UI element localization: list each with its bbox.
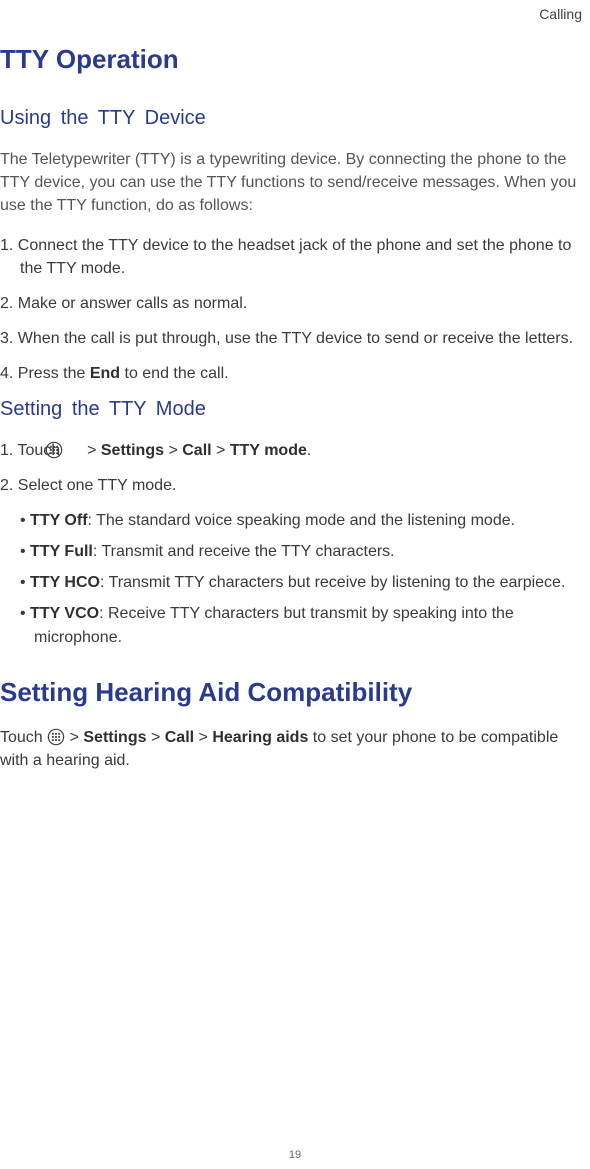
step-text-post: to end the call. (120, 365, 229, 382)
path-settings: Settings (101, 442, 164, 459)
heading-tty-operation: TTY Operation (0, 44, 586, 75)
intro-paragraph: The Teletypewriter (TTY) is a typewritin… (0, 148, 586, 218)
hearing-aid-paragraph: Touch > Settings > Call > Hearing aids t… (0, 726, 586, 772)
step-text: Select one TTY mode. (18, 477, 177, 494)
bullet-text: : Receive TTY characters but transmit by… (34, 605, 514, 645)
step-1-connect: 1. Connect the TTY device to the headset… (0, 234, 586, 280)
step-number: 1. (0, 442, 18, 459)
sep: > (194, 729, 212, 746)
step-number: 2. (0, 295, 18, 312)
bullet-label: TTY HCO (30, 574, 100, 591)
step-number: 4. (0, 365, 18, 382)
bullet-label: TTY Off (30, 512, 87, 529)
step-number: 3. (0, 330, 18, 347)
step-number: 2. (0, 477, 18, 494)
heading-setting-tty-mode: Setting the TTY Mode (0, 398, 586, 421)
bullet-text: : The standard voice speaking mode and t… (88, 512, 516, 529)
step-text: Connect the TTY device to the headset ja… (18, 237, 572, 277)
bullet-text: : Transmit TTY characters but receive by… (100, 574, 565, 591)
apps-icon (65, 441, 83, 459)
page-number: 19 (0, 1149, 590, 1161)
bullet-tty-off: TTY Off: The standard voice speaking mod… (0, 509, 586, 532)
step-text-pre: Press the (18, 365, 90, 382)
bullet-tty-hco: TTY HCO: Transmit TTY characters but rec… (0, 571, 586, 594)
step-2-select-mode: 2. Select one TTY mode. (0, 474, 586, 497)
bullet-tty-vco: TTY VCO: Receive TTY characters but tran… (0, 602, 586, 648)
path-hearing-aids: Hearing aids (212, 729, 308, 746)
path-settings: Settings (83, 729, 146, 746)
sep: > (164, 442, 182, 459)
step-4-end-call: 4. Press the End to end the call. (0, 362, 586, 385)
header-section-label: Calling (0, 0, 586, 22)
path-tty-mode: TTY mode (230, 442, 307, 459)
bullet-label: TTY VCO (30, 605, 99, 622)
heading-hearing-aid: Setting Hearing Aid Compatibility (0, 677, 586, 708)
step-2-make-calls: 2. Make or answer calls as normal. (0, 292, 586, 315)
heading-using-tty-device: Using the TTY Device (0, 107, 586, 130)
hac-pre: Touch (0, 729, 47, 746)
bullet-label: TTY Full (30, 543, 93, 560)
step-text-bold: End (90, 365, 120, 382)
sep: > (65, 729, 83, 746)
step-1-touch-path: 1. Touch > Settings > Call > TTY mode. (0, 439, 586, 462)
step-text-post: . (307, 442, 311, 459)
step-text: Make or answer calls as normal. (18, 295, 247, 312)
apps-icon (47, 728, 65, 746)
step-number: 1. (0, 237, 18, 254)
page: Calling TTY Operation Using the TTY Devi… (0, 0, 590, 1169)
bullet-tty-full: TTY Full: Transmit and receive the TTY c… (0, 540, 586, 563)
path-call: Call (165, 729, 194, 746)
sep: > (147, 729, 165, 746)
path-call: Call (182, 442, 211, 459)
sep: > (83, 442, 101, 459)
bullet-text: : Transmit and receive the TTY character… (93, 543, 395, 560)
sep: > (212, 442, 230, 459)
step-text: When the call is put through, use the TT… (18, 330, 573, 347)
step-3-use-tty: 3. When the call is put through, use the… (0, 327, 586, 350)
